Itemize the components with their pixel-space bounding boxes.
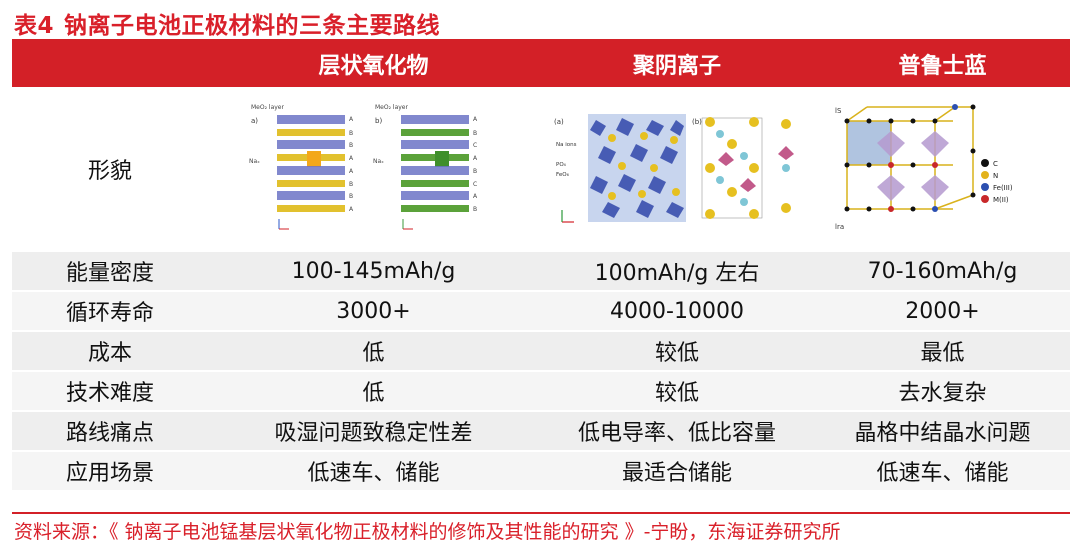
cell-polyanion: 低电导率、低比容量 (577, 421, 776, 446)
svg-text:C: C (473, 181, 477, 188)
row-label: 应用场景 (65, 461, 154, 486)
panel-b-label: (b) (692, 118, 702, 126)
stack-letters-b: A B C A B C A B (473, 116, 478, 213)
svg-text:A: A (473, 116, 478, 123)
cell-layered: 3000+ (336, 298, 411, 324)
cell-polyanion: 4000-10000 (610, 298, 744, 324)
table-row-cost: 成本 低 较低 最低 (12, 332, 1070, 372)
header-corner (12, 41, 208, 87)
row-label: 能量密度 (65, 261, 154, 286)
svg-text:A: A (349, 116, 354, 123)
svg-text:A: A (349, 206, 354, 213)
mo2-layer-label-b: MeO₂ layer (375, 104, 408, 111)
table-row-tech-difficulty: 技术难度 低 较低 去水复杂 (12, 372, 1070, 412)
layered-stack-a (276, 114, 345, 212)
svg-text:N: N (993, 172, 998, 180)
cell-polyanion: 较低 (654, 341, 699, 366)
prussian-legend: C N Fe(III) M(II) (980, 159, 1013, 204)
cell-prussian: 最低 (920, 341, 965, 366)
cell-prussian: 70-160mAh/g (867, 258, 1018, 284)
na-ions-label: Na ions (556, 142, 577, 148)
svg-text:B: B (349, 130, 353, 137)
table-row-pain-points: 路线痛点 吸湿问题致稳定性差 低电导率、低比容量 晶格中结晶水问题 (12, 412, 1070, 452)
svg-text:M(II): M(II) (993, 196, 1009, 204)
table-row-morphology: 形貌 MeO₂ layer a) Naₓ (12, 87, 1070, 252)
svg-text:A: A (349, 155, 354, 162)
table-number: 表4 (14, 13, 55, 39)
cell-layered: 低 (362, 381, 385, 406)
lra-label: lra (835, 223, 844, 231)
polyanion-structure-image: (a) Na ions PO₄ FeO₆ (539, 87, 815, 250)
axis-icon-polyanion (561, 209, 574, 223)
panel-a-label: (a) (554, 118, 564, 126)
row-label: 循环寿命 (65, 301, 154, 326)
cell-layered: 低 (362, 341, 385, 366)
cell-layered: 吸湿问题致稳定性差 (274, 421, 473, 446)
header-polyanion: 聚阴离子 (632, 54, 721, 79)
table-header-row: 层状氧化物 聚阴离子 普鲁士蓝 (12, 41, 1070, 87)
cell-prussian: 去水复杂 (898, 381, 987, 406)
cell-prussian: 2000+ (905, 298, 980, 324)
prussian-blue-diagram: lS lra (835, 104, 1013, 231)
svg-text:B: B (349, 142, 353, 149)
table-row-cycle-life: 循环寿命 3000+ 4000-10000 2000+ (12, 292, 1070, 332)
table-row-applications: 应用场景 低速车、储能 最适合储能 低速车、储能 (12, 452, 1070, 492)
row-label: 成本 (87, 341, 132, 366)
svg-text:B: B (473, 168, 477, 175)
na-label-b: Naₓ (373, 158, 384, 165)
comparison-table: 层状氧化物 聚阴离子 普鲁士蓝 形貌 MeO₂ layer a) Naₓ (12, 41, 1070, 492)
row-label: 路线痛点 (65, 421, 154, 446)
feo6-label: FeO₆ (556, 172, 570, 178)
svg-text:B: B (473, 206, 477, 213)
svg-text:B: B (473, 130, 477, 137)
cell-layered: 低速车、储能 (307, 461, 440, 486)
cell-prussian: 晶格中结晶水问题 (854, 421, 1031, 446)
table-title: 表4 钠离子电池正极材料的三条主要路线 (14, 6, 441, 39)
panel-b-label: b) (375, 117, 382, 125)
axis-icon-b (402, 218, 413, 229)
svg-text:C: C (473, 142, 477, 149)
table-row-energy-density: 能量密度 100-145mAh/g 100mAh/g 左右 70-160mAh/… (12, 252, 1070, 292)
na-label-a: Naₓ (249, 158, 260, 165)
source-note: 资料来源：《 钠离子电池锰基层状氧化物正极材料的修饰及其性能的研究 》-宁盼，东… (14, 521, 841, 543)
axis-icon-a (278, 218, 289, 229)
panel-a-label: a) (251, 117, 258, 125)
row-label-morphology: 形貌 (87, 158, 132, 184)
po4-label: PO₄ (556, 162, 567, 168)
prussian-lattice (844, 104, 975, 212)
bottom-rule (12, 512, 1070, 514)
ls-label: lS (835, 107, 842, 115)
layered-oxide-diagram: MeO₂ layer a) Naₓ A B B (249, 104, 478, 229)
prussian-blue-structure-image: lS lra (815, 87, 1070, 250)
polyanion-diagram: (a) Na ions PO₄ FeO₆ (554, 113, 794, 223)
layered-oxide-structure-image: MeO₂ layer a) Naₓ A B B (208, 87, 539, 250)
cell-polyanion: 100mAh/g 左右 (594, 261, 760, 286)
svg-text:Fe(III): Fe(III) (993, 184, 1013, 192)
svg-text:A: A (349, 168, 354, 175)
row-label: 技术难度 (65, 381, 154, 406)
svg-text:B: B (349, 193, 353, 200)
polyanion-lattice-a (588, 113, 686, 222)
cell-polyanion: 最适合储能 (621, 461, 732, 486)
cell-prussian: 低速车、储能 (876, 461, 1009, 486)
svg-text:B: B (349, 181, 353, 188)
svg-text:A: A (473, 155, 478, 162)
table-title-text: 钠离子电池正极材料的三条主要路线 (64, 13, 441, 39)
cell-polyanion: 较低 (654, 381, 699, 406)
svg-text:A: A (473, 193, 478, 200)
mo2-layer-label-a: MeO₂ layer (251, 104, 284, 111)
top-rule (12, 39, 1070, 41)
cell-layered: 100-145mAh/g (291, 258, 456, 284)
polyanion-lattice-b (701, 116, 794, 219)
svg-text:C: C (993, 160, 998, 168)
stack-letters-a: A B B A A B B A (349, 116, 354, 213)
layered-stack-b (400, 114, 469, 212)
header-prussian-blue: 普鲁士蓝 (898, 54, 987, 79)
header-layered-oxide: 层状氧化物 (318, 54, 429, 79)
